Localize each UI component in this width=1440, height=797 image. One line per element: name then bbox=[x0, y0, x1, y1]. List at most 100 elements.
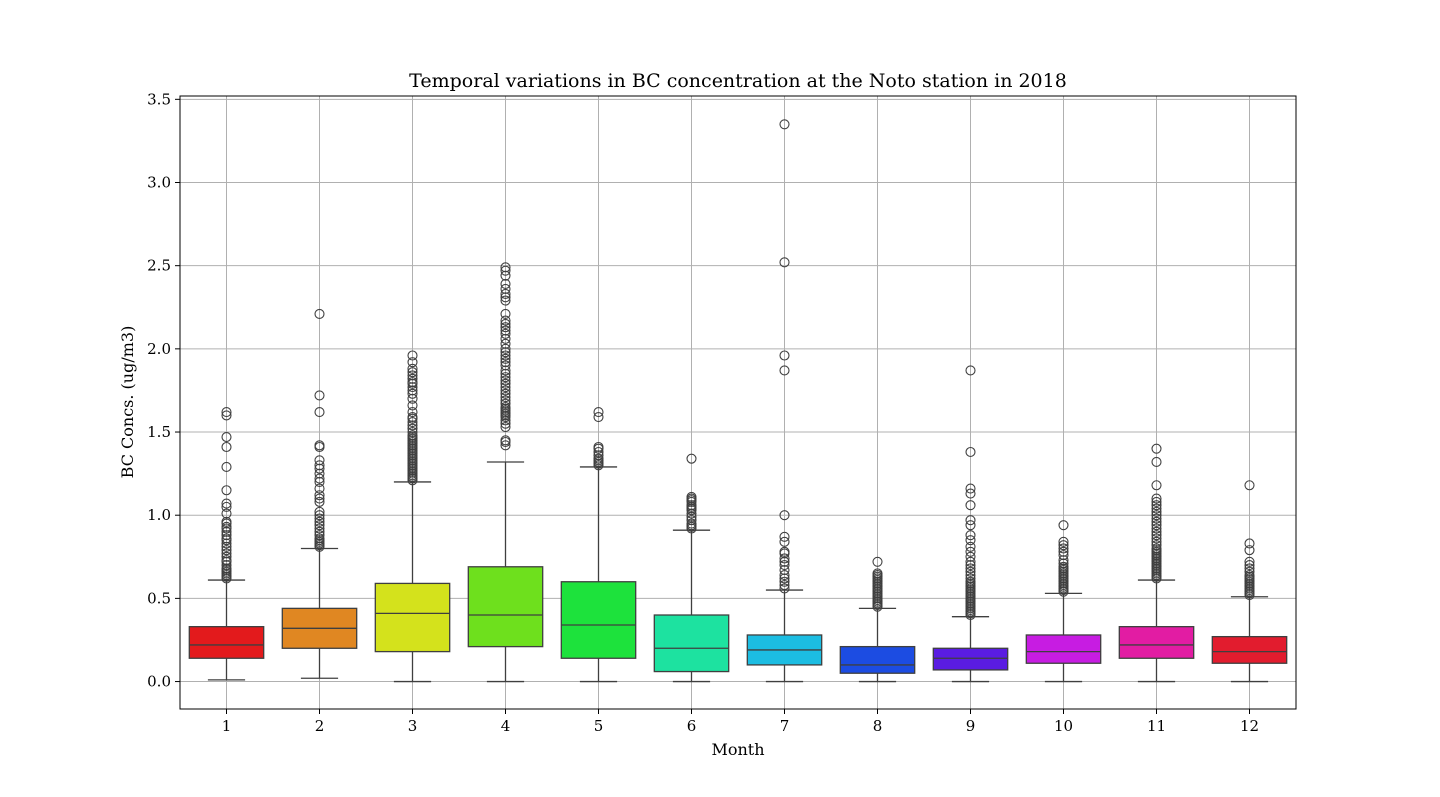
outlier-point bbox=[221, 407, 232, 418]
outlier-point bbox=[314, 506, 325, 517]
outlier-point bbox=[779, 365, 790, 376]
y-tick-label: 0.0 bbox=[147, 673, 171, 691]
outlier-point bbox=[593, 446, 604, 458]
box-group-month-12 bbox=[1211, 480, 1288, 683]
x-tick-label: 6 bbox=[687, 717, 697, 735]
outlier-point bbox=[779, 536, 790, 547]
outlier-point bbox=[500, 360, 511, 371]
outlier-point bbox=[221, 541, 232, 552]
outlier-point bbox=[593, 441, 604, 453]
outlier-point bbox=[500, 328, 511, 339]
outlier-point bbox=[221, 461, 232, 473]
box-group-month-4 bbox=[467, 262, 544, 683]
outlier-point bbox=[500, 365, 511, 376]
outlier-point bbox=[221, 508, 232, 519]
outlier-point bbox=[500, 322, 511, 333]
outlier-point bbox=[1151, 443, 1162, 454]
x-tick-label: 3 bbox=[408, 717, 418, 735]
outlier-point bbox=[686, 511, 697, 522]
outlier-point bbox=[314, 533, 325, 544]
outlier-point bbox=[221, 533, 232, 544]
outlier-point bbox=[221, 551, 232, 562]
outlier-point bbox=[314, 513, 325, 524]
outlier-point bbox=[407, 400, 418, 411]
outlier-point bbox=[1058, 536, 1069, 547]
box-group-month-2 bbox=[281, 308, 358, 679]
outlier-point bbox=[965, 500, 976, 511]
outlier-point bbox=[1058, 540, 1069, 551]
outlier-point bbox=[221, 548, 232, 559]
iqr-box bbox=[839, 645, 916, 674]
outlier-point bbox=[500, 402, 511, 413]
outlier-point bbox=[407, 350, 418, 361]
outlier-point bbox=[1151, 456, 1162, 468]
outlier-point bbox=[500, 368, 511, 379]
x-tick-label: 2 bbox=[315, 717, 325, 735]
outlier-point bbox=[500, 262, 511, 273]
outlier-point bbox=[314, 455, 325, 466]
outlier-point bbox=[314, 520, 325, 531]
outlier-point bbox=[221, 560, 232, 571]
outlier-point bbox=[314, 390, 325, 401]
outlier-point bbox=[221, 563, 232, 574]
outlier-point bbox=[500, 278, 511, 290]
outlier-point bbox=[314, 407, 325, 418]
outlier-point bbox=[407, 426, 418, 438]
outlier-point bbox=[314, 460, 325, 471]
outlier-point bbox=[1151, 503, 1162, 514]
outlier-point bbox=[1151, 513, 1162, 524]
outlier-point bbox=[965, 365, 976, 376]
outlier-point bbox=[779, 119, 790, 130]
outlier-point bbox=[221, 498, 232, 509]
outlier-point bbox=[965, 541, 976, 552]
outlier-point bbox=[1151, 516, 1162, 527]
outlier-point bbox=[1058, 561, 1069, 572]
outlier-point bbox=[407, 377, 418, 388]
y-tick-label: 1.5 bbox=[147, 423, 171, 441]
outlier-point bbox=[500, 350, 511, 361]
box-group-month-6 bbox=[653, 453, 730, 683]
box-group-month-5 bbox=[560, 407, 637, 683]
outlier-point bbox=[1151, 530, 1162, 541]
outlier-point bbox=[500, 398, 511, 409]
outlier-point bbox=[407, 367, 418, 378]
iqr-box bbox=[653, 614, 730, 673]
outlier-point bbox=[221, 526, 232, 537]
y-tick-label: 1.0 bbox=[147, 506, 171, 524]
outlier-point bbox=[407, 382, 418, 393]
outlier-point bbox=[1151, 533, 1162, 544]
outlier-point bbox=[221, 538, 232, 549]
outlier-point bbox=[1058, 555, 1069, 566]
outlier-point bbox=[500, 440, 511, 451]
outlier-point bbox=[686, 518, 697, 529]
outlier-point bbox=[779, 573, 790, 584]
outlier-point bbox=[872, 568, 883, 579]
x-tick-label: 1 bbox=[222, 717, 232, 735]
outlier-point bbox=[500, 392, 511, 403]
outlier-point bbox=[407, 412, 418, 423]
outlier-point bbox=[1244, 480, 1255, 491]
outlier-point bbox=[500, 325, 511, 336]
y-tick-label: 2.5 bbox=[147, 257, 171, 275]
outlier-point bbox=[314, 476, 325, 487]
outlier-point bbox=[965, 566, 976, 577]
outlier-point bbox=[965, 546, 976, 557]
outlier-point bbox=[965, 446, 976, 458]
outlier-point bbox=[500, 288, 511, 300]
x-tick-label: 7 bbox=[780, 717, 790, 735]
outlier-point bbox=[965, 576, 976, 587]
outlier-point bbox=[965, 535, 976, 546]
outlier-point bbox=[1151, 520, 1162, 531]
outlier-point bbox=[779, 546, 790, 557]
outlier-point bbox=[686, 500, 697, 511]
outlier-point bbox=[779, 257, 790, 268]
outlier-point bbox=[314, 468, 325, 479]
y-tick-label: 0.5 bbox=[147, 589, 171, 607]
outlier-point bbox=[500, 347, 511, 358]
outlier-point bbox=[686, 491, 697, 502]
outlier-point bbox=[779, 576, 790, 587]
box-group-month-11 bbox=[1118, 443, 1195, 683]
outlier-point bbox=[407, 420, 418, 431]
outlier-point bbox=[500, 382, 511, 393]
box-group-month-7 bbox=[746, 119, 823, 683]
